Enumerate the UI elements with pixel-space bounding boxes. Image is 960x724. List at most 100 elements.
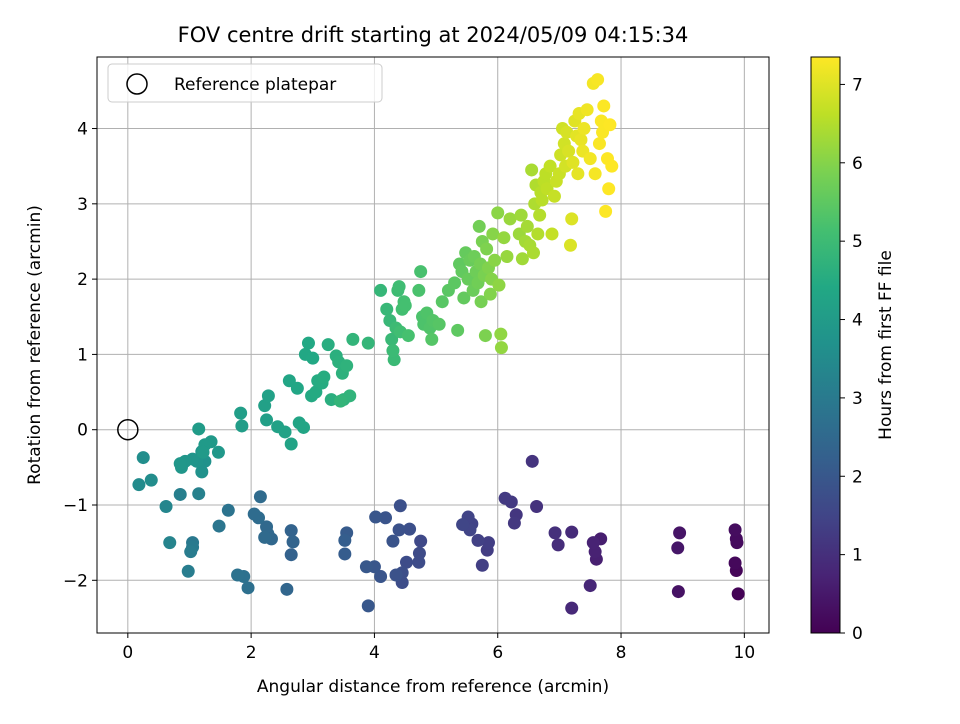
colorbar-tick-label: 1 [852, 546, 863, 566]
data-point [507, 516, 521, 530]
x-tick-label: 0 [122, 643, 133, 663]
data-point [212, 519, 226, 533]
data-point [412, 283, 426, 297]
data-point [488, 253, 502, 267]
data-point [284, 437, 298, 451]
data-point [195, 465, 209, 479]
data-point [535, 193, 549, 207]
data-point [591, 73, 605, 87]
data-point [284, 524, 298, 538]
data-point [159, 500, 173, 514]
data-point [290, 381, 304, 395]
colorbar-tick-label: 3 [852, 389, 863, 409]
colorbar-tick-label: 7 [852, 75, 863, 95]
x-tick-label: 4 [369, 643, 380, 663]
data-point [602, 182, 616, 196]
data-point [361, 599, 375, 613]
x-axis-ticks: 0 2 4 6 8 10 [122, 633, 755, 663]
data-point [515, 252, 529, 266]
data-point [503, 212, 517, 226]
x-tick-label: 2 [246, 643, 257, 663]
data-point [379, 511, 393, 525]
data-point [385, 332, 399, 346]
data-point [231, 568, 245, 582]
data-point [565, 212, 579, 226]
data-point [297, 420, 311, 434]
data-point [543, 159, 557, 173]
y-tick-label: 4 [77, 120, 88, 140]
data-point [474, 295, 488, 309]
colorbar-tick-label: 5 [852, 232, 863, 252]
data-point [475, 558, 489, 572]
colorbar-ticks: 0 1 2 3 4 5 6 7 [840, 75, 863, 644]
data-point [258, 399, 272, 413]
data-point [603, 118, 617, 132]
data-point [530, 500, 544, 514]
data-point [369, 510, 383, 524]
data-point [531, 227, 545, 241]
data-point [386, 344, 400, 358]
data-point [565, 601, 579, 615]
data-point [393, 499, 407, 513]
data-point [583, 152, 597, 166]
data-point [306, 351, 320, 365]
data-point [403, 522, 417, 536]
data-point [481, 536, 495, 550]
reference-platepar-marker [117, 418, 139, 441]
data-point [414, 265, 428, 279]
data-point [526, 246, 540, 260]
grid-lines [97, 57, 769, 633]
colorbar: 0 1 2 3 4 5 6 7 Hours from first FF file [810, 56, 896, 644]
reference-marker-layer [117, 418, 139, 441]
data-point [412, 555, 426, 569]
data-point [392, 523, 406, 537]
data-point [286, 535, 300, 549]
data-point [192, 422, 206, 436]
data-point [221, 503, 235, 517]
data-point [497, 231, 511, 245]
data-point [301, 336, 315, 350]
legend-entry-reference: Reference platepar [174, 75, 336, 95]
data-point [361, 336, 375, 350]
data-point [386, 534, 400, 548]
data-point [184, 545, 198, 559]
data-point [494, 327, 508, 341]
data-point [525, 454, 539, 468]
data-point [451, 323, 465, 337]
colorbar-tick-label: 0 [852, 624, 863, 644]
colorbar-tick-label: 2 [852, 467, 863, 487]
data-point [498, 491, 512, 505]
data-point [321, 338, 335, 352]
data-point [173, 487, 187, 501]
data-point [280, 582, 294, 596]
data-point [173, 457, 187, 471]
data-point [605, 159, 619, 173]
data-point [471, 533, 485, 547]
data-point [136, 451, 150, 465]
data-point [253, 490, 267, 504]
x-tick-label: 10 [734, 643, 756, 663]
data-point [486, 227, 500, 241]
data-point [500, 250, 514, 264]
data-point [144, 473, 158, 487]
data-point [132, 478, 146, 492]
data-point [494, 341, 508, 355]
chart-title: FOV centre drift starting at 2024/05/09 … [178, 23, 689, 47]
data-point [588, 167, 602, 181]
data-point [399, 555, 413, 569]
data-point [196, 445, 210, 459]
data-point [247, 507, 261, 521]
data-point [392, 280, 406, 294]
data-point [334, 394, 348, 408]
data-point [401, 329, 415, 343]
data-point [181, 564, 195, 578]
legend: Reference platepar [107, 63, 383, 103]
data-point [597, 99, 611, 113]
y-tick-label: 0 [77, 421, 88, 441]
data-point [571, 167, 585, 181]
data-point [562, 144, 576, 158]
data-point [374, 283, 388, 297]
data-point [491, 206, 505, 220]
data-point [398, 298, 412, 312]
